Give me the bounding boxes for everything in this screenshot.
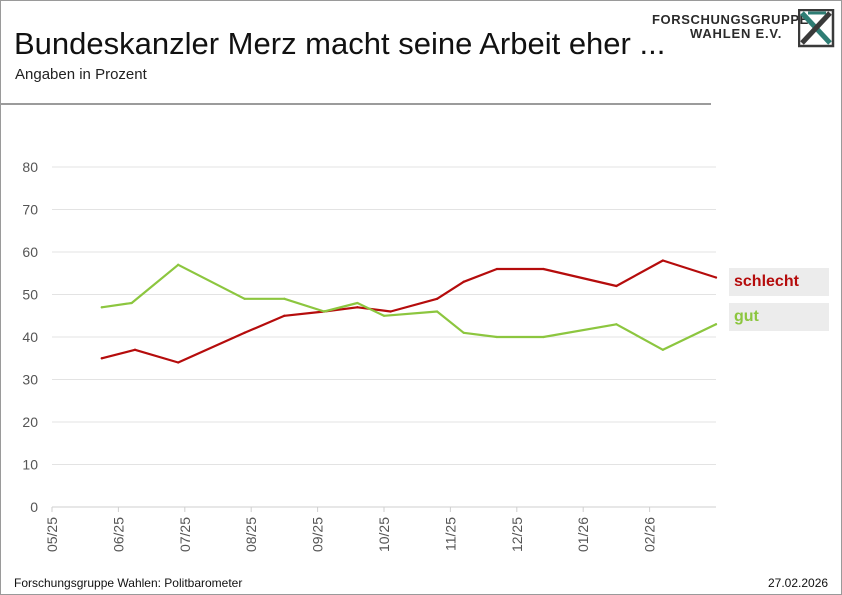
point-schlecht-0 [100, 357, 103, 360]
legend-gut: gut [729, 303, 829, 331]
legend-schlecht: schlecht [729, 268, 829, 296]
grid-layer [52, 166, 716, 465]
x-tick-label-02/26: 02/26 [642, 517, 658, 552]
logo-x-icon [798, 9, 835, 48]
point-schlecht-7 [389, 310, 392, 313]
x-tick-label-10/25: 10/25 [376, 517, 392, 552]
x-tick-label-05/25: 05/25 [44, 517, 60, 552]
point-gut-9 [462, 331, 465, 334]
point-schlecht-13 [661, 259, 664, 262]
y-tick-label-60: 60 [22, 244, 38, 260]
y-tick-label-70: 70 [22, 202, 38, 218]
y-tick-label-50: 50 [22, 287, 38, 303]
point-gut-4 [283, 297, 286, 300]
point-schlecht-12 [615, 284, 618, 288]
header-divider [0, 103, 711, 105]
y-tick-label-10: 10 [22, 457, 38, 473]
chart-title: Bundeskanzler Merz macht seine Arbeit eh… [14, 26, 666, 61]
point-gut-2 [177, 263, 180, 266]
point-gut-0 [100, 306, 103, 309]
y-tick-label-40: 40 [22, 329, 38, 345]
logo-line-1: FORSCHUNGSGRUPPE [652, 12, 809, 27]
point-schlecht-8 [436, 297, 439, 300]
fgw-logo: FORSCHUNGSGRUPPE WAHLEN E.V. [652, 9, 838, 52]
series-layer [100, 259, 718, 364]
logo-line-2: WAHLEN E.V. [690, 26, 783, 41]
point-gut-7 [382, 314, 386, 317]
publication-date: 27.02.2026 [768, 576, 829, 590]
x-tick-label-11/25: 11/25 [442, 517, 458, 551]
y-tick-label-30: 30 [22, 372, 38, 388]
x-tick-label-07/25: 07/25 [177, 517, 193, 552]
point-schlecht-11 [542, 267, 545, 271]
x-tick-label-08/25: 08/25 [243, 517, 259, 552]
point-gut-3 [243, 297, 246, 300]
x-tick-label-09/25: 09/25 [310, 517, 326, 552]
x-tick-label-12/25: 12/25 [509, 517, 525, 552]
point-schlecht-3 [243, 331, 246, 334]
x-tick-label-06/25: 06/25 [110, 517, 126, 552]
y-tick-label-0: 0 [30, 499, 38, 515]
y-tick-label-80: 80 [22, 159, 38, 175]
axis-layer: 0 10 20 30 40 50 60 70 80 05/25 06/25 07/25 08/25 09/… [22, 159, 716, 552]
point-gut-14 [714, 323, 718, 326]
point-schlecht-2 [177, 361, 180, 364]
series-line-schlecht [100, 259, 718, 364]
y-tick-label-20: 20 [22, 414, 38, 430]
point-gut-8 [436, 310, 439, 313]
chart-subtitle: Angaben in Prozent [15, 66, 147, 83]
point-schlecht-9 [462, 280, 465, 283]
point-schlecht-6 [356, 306, 359, 309]
point-gut-11 [542, 335, 545, 339]
legend-gut-label: gut [734, 308, 759, 325]
point-schlecht-14 [714, 276, 718, 279]
point-gut-1 [130, 301, 133, 305]
point-schlecht-10 [495, 267, 498, 271]
x-tick-label-01/26: 01/26 [575, 517, 591, 552]
source-note: Forschungsgruppe Wahlen: Politbarometer [14, 576, 243, 590]
point-gut-12 [615, 323, 618, 326]
legend-schlecht-label: schlecht [734, 273, 799, 290]
point-gut-5 [323, 310, 326, 313]
point-schlecht-1 [133, 348, 137, 351]
point-schlecht-4 [283, 314, 286, 317]
point-gut-13 [661, 348, 664, 351]
point-gut-6 [356, 301, 359, 305]
point-gut-10 [495, 335, 498, 339]
